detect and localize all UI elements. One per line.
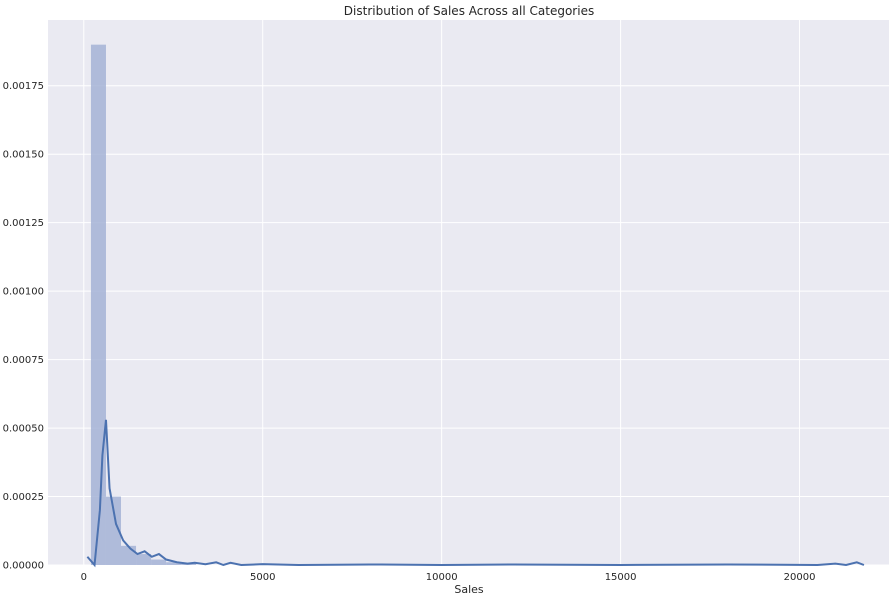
y-tick-label: 0.00175 [3,81,44,92]
y-tick-label: 0.00100 [3,287,44,298]
x-tick-label: 15000 [605,572,637,583]
x-tick-label: 20000 [784,572,816,583]
histogram-bars [90,44,197,565]
histogram-bar [136,554,152,565]
y-tick-label: 0.00000 [3,561,44,572]
y-axis-ticks: 0.00000 0.00025 0.00050 0.00075 0.00100 0.001… [3,81,44,571]
kde-line [86,419,865,568]
histogram-bar [166,562,182,565]
x-tick-label: 0 [81,572,87,583]
plot-area [48,20,889,565]
x-axis-label: Sales [454,583,484,596]
x-axis-ticks: 0 5000 10000 15000 20000 [81,572,816,583]
y-tick-label: 0.00050 [3,424,44,435]
chart-title: Distribution of Sales Across all Categor… [344,4,594,18]
histogram-bar [121,545,137,565]
kde-curve [86,419,865,568]
histogram-bar [151,559,167,565]
y-tick-label: 0.00075 [3,355,44,366]
histogram-bar [105,496,122,565]
y-tick-label: 0.00125 [3,218,44,229]
histogram-bar [90,44,106,565]
gridlines [48,20,889,566]
y-tick-label: 0.00025 [3,492,44,503]
y-tick-label: 0.00150 [3,150,44,161]
x-tick-label: 10000 [426,572,458,583]
x-tick-label: 5000 [250,572,275,583]
